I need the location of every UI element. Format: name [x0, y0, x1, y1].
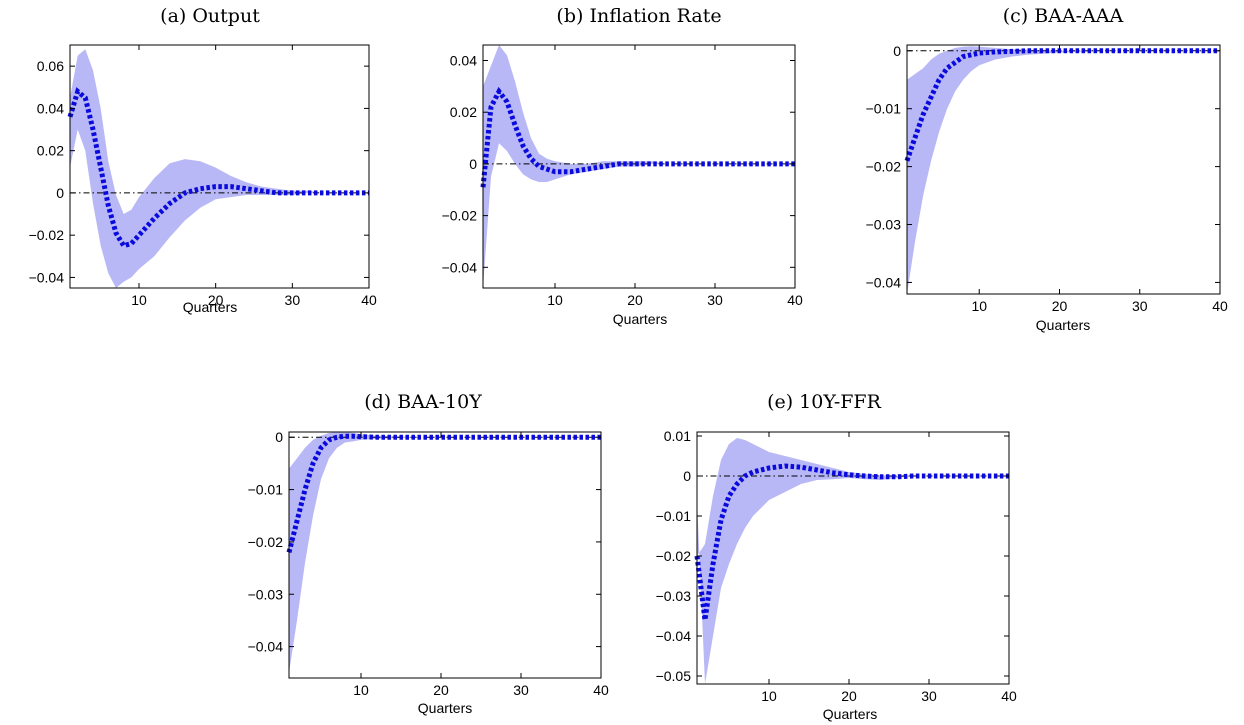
x-axis-label: Quarters: [1036, 317, 1090, 333]
panel-a: (a) Output −0.04 −0.02 0 0.02 0.04 0.06 10 20 30…: [29, 5, 377, 315]
x-tick-label: 10: [971, 298, 987, 314]
panel-d: (d) BAA-10Y −0.04 −0.03 −0.02 −0.01 0 10 20 30 4…: [248, 391, 609, 716]
panel-title: (c) BAA-AAA: [1003, 5, 1124, 27]
panel-c: (c) BAA-AAA −0.04 −0.03 −0.02 −0.01 0 10 20 30 4…: [866, 5, 1228, 333]
y-tick-label: 0: [683, 468, 691, 484]
y-tick-label: 0: [893, 43, 901, 59]
median-response-line: [694, 463, 1009, 621]
y-tick-label: 0.02: [37, 143, 64, 159]
y-tick-label: −0.04: [866, 274, 902, 290]
panel-title: (a) Output: [160, 5, 260, 27]
panel-title: (e) 10Y-FFR: [767, 391, 882, 413]
plot-area: −0.05 −0.04 −0.03 −0.02 −0.01 0 0.01 10 20 30 40: [656, 428, 1017, 704]
y-tick-label: −0.01: [656, 508, 692, 524]
x-tick-label: 10: [353, 682, 369, 698]
x-tick-label: 30: [921, 688, 937, 704]
axes-frame: [906, 44, 1221, 295]
median-response-line: [286, 433, 601, 554]
y-tick-label: −0.03: [866, 217, 902, 233]
axes-frame: [288, 431, 602, 679]
y-tick-label: 0.04: [450, 53, 477, 69]
x-tick-label: 20: [433, 682, 449, 698]
plot-area: −0.04 −0.03 −0.02 −0.01 0 10 20 30 40: [866, 43, 1228, 314]
y-tick-label: −0.02: [248, 534, 284, 550]
x-tick-label: 10: [547, 292, 563, 308]
panel-title: (d) BAA-10Y: [364, 391, 482, 413]
y-tick-label: −0.04: [656, 628, 692, 644]
x-axis-label: Quarters: [418, 700, 472, 716]
y-tick-label: −0.01: [248, 482, 284, 498]
x-tick-label: 30: [1132, 298, 1148, 314]
y-tick-label: 0.02: [450, 104, 477, 120]
x-tick-label: 20: [627, 292, 643, 308]
x-tick-label: 20: [1052, 298, 1068, 314]
median-response-line: [904, 48, 1220, 162]
x-tick-label: 40: [1212, 298, 1228, 314]
x-tick-label: 40: [787, 292, 803, 308]
confidence-band: [697, 438, 1009, 684]
y-tick-label: −0.04: [29, 269, 65, 285]
y-tick-label: −0.01: [866, 101, 902, 117]
x-tick-label: 40: [593, 682, 609, 698]
x-tick-label: 10: [761, 688, 777, 704]
confidence-band: [70, 49, 369, 289]
confidence-band: [483, 45, 795, 288]
y-tick-label: −0.05: [656, 668, 692, 684]
y-tick-label: 0.01: [664, 428, 691, 444]
x-axis-label: Quarters: [823, 706, 877, 722]
panel-b: (b) Inflation Rate −0.04 −0.02 0 0.02 0.04 10…: [442, 5, 803, 327]
x-tick-label: 10: [131, 292, 147, 308]
y-tick-label: −0.04: [442, 259, 478, 275]
median-response-line: [67, 87, 369, 249]
x-axis-label: Quarters: [183, 299, 237, 315]
x-tick-label: 20: [841, 688, 857, 704]
y-tick-label: −0.02: [29, 227, 65, 243]
median-response-line: [480, 86, 795, 188]
y-tick-label: −0.03: [248, 586, 284, 602]
plot-area: −0.04 −0.03 −0.02 −0.01 0 10 20 30 40: [248, 429, 609, 698]
confidence-band: [289, 432, 601, 673]
y-tick-label: −0.02: [866, 159, 902, 175]
x-tick-label: 20: [208, 292, 224, 308]
axes-frame: [69, 44, 370, 289]
y-tick-label: 0: [469, 156, 477, 172]
y-tick-label: −0.02: [656, 548, 692, 564]
y-tick-label: −0.03: [656, 588, 692, 604]
x-tick-label: 40: [361, 292, 377, 308]
y-tick-label: 0: [275, 429, 283, 445]
panel-e: (e) 10Y-FFR −0.05 −0.04 −0.03 −0.02 −0.01 0 0.…: [656, 391, 1017, 722]
plot-area: −0.04 −0.02 0 0.02 0.04 10 20 30 40: [442, 44, 803, 308]
panel-title: (b) Inflation Rate: [556, 5, 721, 27]
axes-frame: [482, 44, 796, 289]
y-tick-label: 0.06: [37, 58, 64, 74]
x-tick-label: 40: [1001, 688, 1017, 704]
x-tick-label: 30: [513, 682, 529, 698]
y-tick-label: −0.04: [248, 639, 284, 655]
confidence-band: [907, 46, 1220, 295]
y-tick-label: −0.02: [442, 208, 478, 224]
y-tick-label: 0: [56, 185, 64, 201]
x-axis-label: Quarters: [613, 311, 667, 327]
y-tick-label: 0.04: [37, 100, 64, 116]
x-tick-label: 30: [707, 292, 723, 308]
plot-area: −0.04 −0.02 0 0.02 0.04 0.06 10 20 30 40: [29, 44, 377, 308]
axes-frame: [696, 431, 1010, 685]
x-tick-label: 30: [285, 292, 301, 308]
